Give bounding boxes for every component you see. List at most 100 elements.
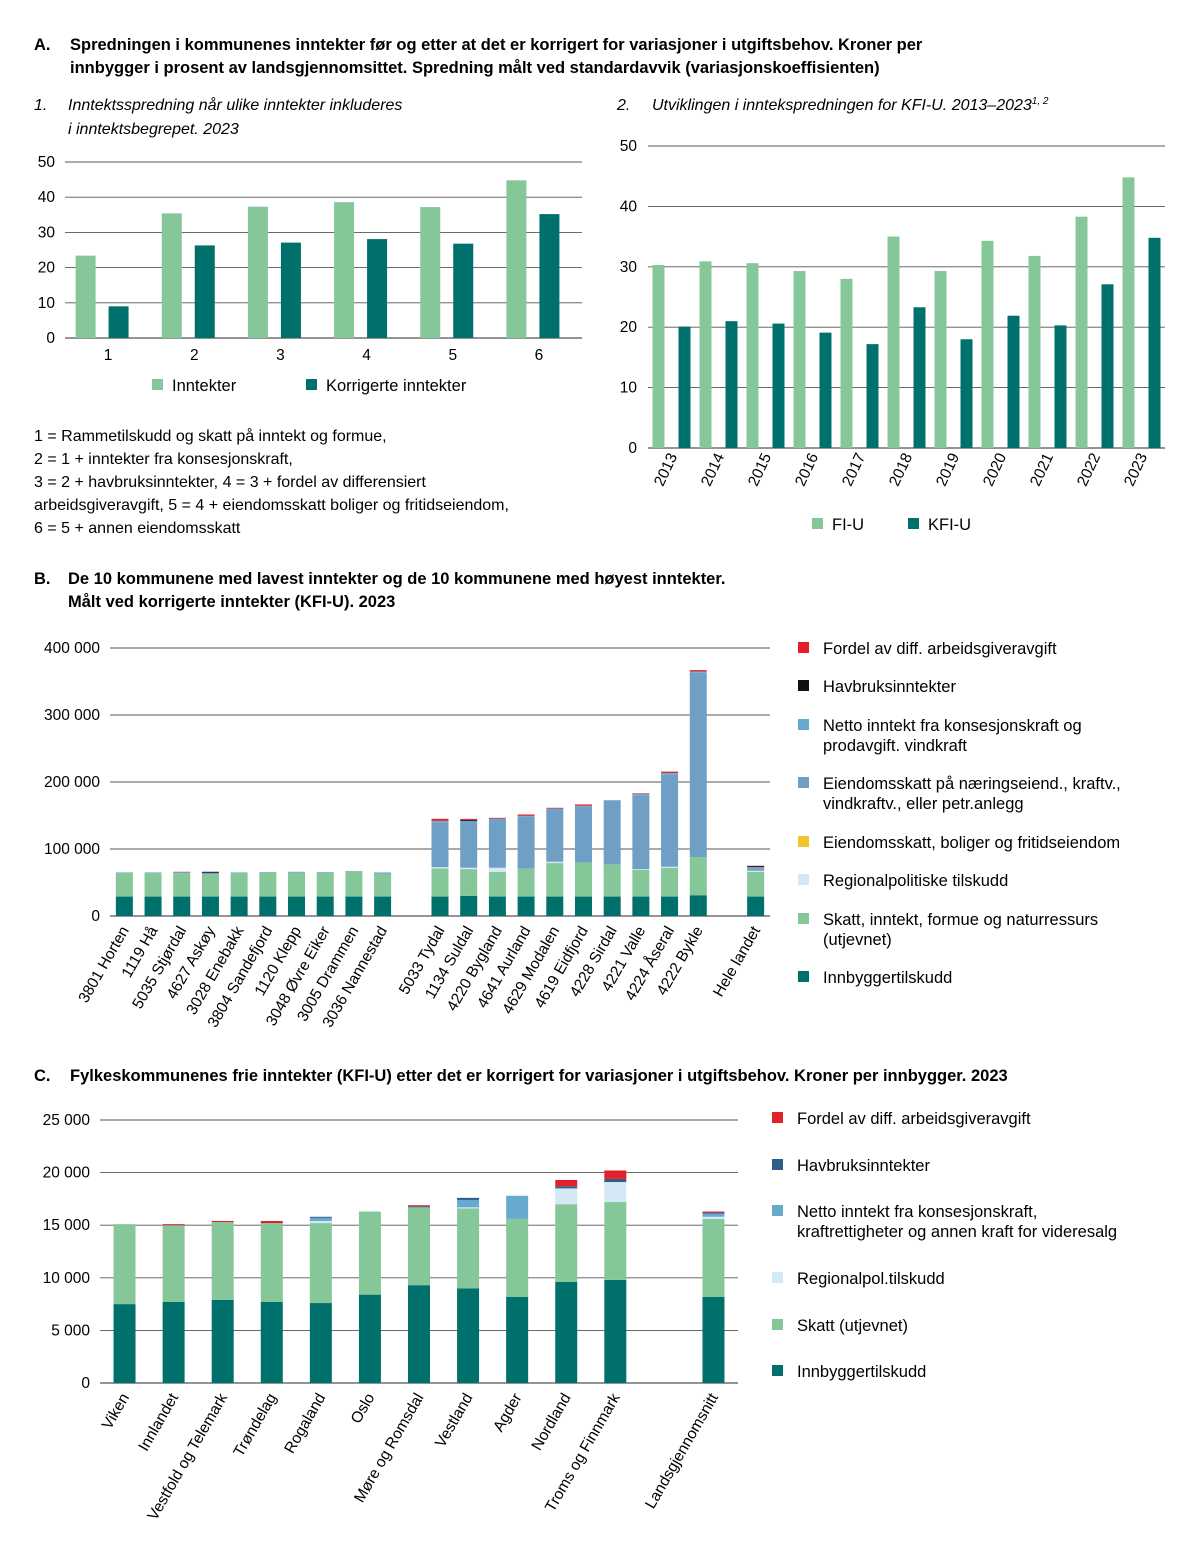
chart-a1-bar-inntekter-3 xyxy=(247,206,268,338)
chart-c-bar-fordel-av-diff-arbeidsgiveravgift-møre-og-romsdal xyxy=(408,1205,430,1207)
chart-a1-x-tick-2: 3 xyxy=(276,347,285,364)
chart-a2: 0 10 20 30 40 50 2013 2014 2015 2016 2017 2018 2019 2… xyxy=(620,138,1165,534)
chart-b-bar-regionalpolitiske-tilskudd-4220-bygland xyxy=(488,867,506,872)
chart-c-bar-skatt-utjevnet-trøndelag xyxy=(260,1223,283,1302)
chart-a2-bar-kfi-u-2023 xyxy=(1148,237,1161,448)
chart-b-bar-netto-inntekt-fra-konsesjonskraft-og-prodavgift-vindkraft-hele-landet xyxy=(747,867,765,869)
chart-a1-title-line2: i inntektsbegrepet. 2023 xyxy=(68,121,239,138)
chart-a2-y-tick-3: 30 xyxy=(620,259,638,276)
chart-b-bar-skatt-inntekt-formue-og-naturressurs-utjevnet-4641-aurland xyxy=(517,868,535,897)
chart-b-bar-eiendomsskatt-på-næringseiend-kraftv-vindkraftv-eller-petr-anlegg-4627-askøy xyxy=(201,872,219,875)
chart-b-bar-eiendomsskatt-på-næringseiend-kraftv-vindkraftv-eller-petr-anlegg-4220-bygland xyxy=(488,819,506,868)
chart-b-bar-innbyggertilskudd-1119-hå xyxy=(144,896,162,916)
chart-a1-y-tick-0: 0 xyxy=(46,330,55,347)
chart-c-bar-skatt-utjevnet-troms-og-finnmark xyxy=(604,1202,627,1280)
chart-a2-x-tick-9: 2022 xyxy=(1074,451,1104,489)
chart-b-bar-innbyggertilskudd-4221-valle xyxy=(632,896,650,916)
chart-a1-legend-label-korrigerte-inntekter: Korrigerte inntekter xyxy=(326,377,467,395)
chart-b-y-tick-0: 0 xyxy=(91,908,100,925)
chart-c-legend-swatch-netto-inntekt-fra-konsesjonskraft-kraftrettigheter-og-annen-kraft-for-videresalg xyxy=(772,1205,783,1216)
chart-c-bar-fordel-av-diff-arbeidsgiveravgift-vestfold-og-telemark xyxy=(211,1220,234,1223)
chart-b-legend-label-netto-inntekt-fra-konsesjonskraft-og-prodavgift-vindkraft: Netto inntekt fra konsesjonskraft og prod… xyxy=(823,717,1082,755)
chart-b-bar-eiendomsskatt-på-næringseiend-kraftv-vindkraftv-eller-petr-anlegg-4221-valle xyxy=(632,795,650,870)
chart-a1-y-tick-1: 10 xyxy=(38,295,56,312)
chart-a2-bar-kfi-u-2022 xyxy=(1101,284,1114,448)
chart-b-legend-label-eiendomsskatt-på-næringseiend-kraftv-vindkraftv-eller-petr-anlegg: Eiendomsskatt på næringseiend., kraftv.,… xyxy=(823,775,1121,813)
chart-b-legend-swatch-fordel-av-diff-arbeidsgiveravgift xyxy=(798,642,809,653)
chart-b-bar-skatt-inntekt-formue-og-naturressurs-utjevnet-3048-øvre-eiker xyxy=(316,872,334,897)
chart-c-legend-label-netto-inntekt-fra-konsesjonskraft-kraftrettigheter-og-annen-kraft-for-videresalg: Netto inntekt fra konsesjonskraft, kraftr… xyxy=(797,1203,1117,1241)
chart-a1-x-tick-5: 6 xyxy=(535,347,544,364)
chart-b-bar-fordel-av-diff-arbeidsgiveravgift-4221-valle xyxy=(632,793,650,795)
chart-c-legend-label-havbruksinntekter: Havbruksinntekter xyxy=(797,1157,930,1175)
chart-b-bar-regionalpolitiske-tilskudd-hele-landet xyxy=(747,870,765,872)
chart-c-bar-netto-inntekt-fra-konsesjonskraft-kraftrettigheter-og-annen-kraft-for-videresalg-landsgjennomsnitt xyxy=(702,1213,725,1217)
chart-b-bar-innbyggertilskudd-4641-aurland xyxy=(517,896,535,916)
chart-a2-bar-fi-u-2023 xyxy=(1122,177,1135,448)
legend-line: prodavgift. vindkraft xyxy=(823,737,967,755)
chart-b-bar-innbyggertilskudd-3048-øvre-eiker xyxy=(316,896,334,916)
chart-b-bar-innbyggertilskudd-4224-åseral xyxy=(661,896,679,916)
chart-c-bar-regionalpol-tilskudd-troms-og-finnmark xyxy=(604,1182,627,1203)
chart-b-legend-swatch-havbruksinntekter xyxy=(798,680,809,691)
panel-a-letter: A. xyxy=(34,36,51,54)
legend-line: Eiendomsskatt på næringseiend., kraftv., xyxy=(823,775,1121,793)
chart-b-bar-innbyggertilskudd-4228-sirdal xyxy=(603,896,621,916)
chart-c-bar-innbyggertilskudd-troms-og-finnmark xyxy=(604,1279,627,1383)
chart-a2-number: 2. xyxy=(616,97,630,114)
chart-b-bar-skatt-inntekt-formue-og-naturressurs-utjevnet-1120-klepp xyxy=(288,872,306,897)
chart-a2-x-tick-4: 2017 xyxy=(839,451,869,489)
chart-c-legend-label-regionalpol-tilskudd: Regionalpol.tilskudd xyxy=(797,1270,945,1288)
legend-line: (utjevnet) xyxy=(823,931,892,949)
chart-b-bar-skatt-inntekt-formue-og-naturressurs-utjevnet-4221-valle xyxy=(632,869,650,897)
chart-a2-bar-fi-u-2022 xyxy=(1075,216,1088,448)
chart-c-legend-swatch-regionalpol-tilskudd xyxy=(772,1272,783,1283)
chart-b-bar-eiendomsskatt-på-næringseiend-kraftv-vindkraftv-eller-petr-anlegg-1120-klepp xyxy=(288,871,306,873)
panel-a-note-5: 6 = 5 + annen eiendomsskatt xyxy=(34,520,241,537)
chart-b-legend-label-havbruksinntekter: Havbruksinntekter xyxy=(823,678,956,696)
chart-c-bar-netto-inntekt-fra-konsesjonskraft-kraftrettigheter-og-annen-kraft-for-videresalg-rogaland xyxy=(309,1217,332,1221)
chart-b-bar-skatt-inntekt-formue-og-naturressurs-utjevnet-3801-horten xyxy=(115,873,133,897)
chart-b-legend-label-skatt-inntekt-formue-og-naturressurs-utjevnet: Skatt, inntekt, formue og naturressurs (u… xyxy=(823,911,1098,949)
chart-c-legend-label-fordel-av-diff-arbeidsgiveravgift: Fordel av diff. arbeidsgiveravgift xyxy=(797,1110,1031,1128)
chart-c-x-tick-5: Oslo xyxy=(348,1391,379,1427)
chart-a2-x-tick-0: 2013 xyxy=(651,451,681,489)
chart-c-x-tick-8: Agder xyxy=(490,1391,525,1435)
chart-b-legend-swatch-netto-inntekt-fra-konsesjonskraft-og-prodavgift-vindkraft xyxy=(798,719,809,730)
chart-a2-x-tick-8: 2021 xyxy=(1027,451,1057,489)
chart-a1-number: 1. xyxy=(34,97,47,114)
chart-b-bar-eiendomsskatt-på-næringseiend-kraftv-vindkraftv-eller-petr-anlegg-3005-drammen xyxy=(345,871,363,872)
chart-a2-title-sup: 1, 2 xyxy=(1032,96,1049,107)
chart-b-bar-skatt-inntekt-formue-og-naturressurs-utjevnet-4224-åseral xyxy=(661,867,679,897)
chart-c-bar-skatt-utjevnet-vestland xyxy=(457,1208,480,1289)
chart-b-bar-netto-inntekt-fra-konsesjonskraft-og-prodavgift-vindkraft-4221-valle xyxy=(632,794,650,796)
chart-b-bar-skatt-inntekt-formue-og-naturressurs-utjevnet-4220-bygland xyxy=(488,871,506,897)
chart-c-bar-skatt-utjevnet-møre-og-romsdal xyxy=(408,1207,430,1286)
chart-b-bar-eiendomsskatt-på-næringseiend-kraftv-vindkraftv-eller-petr-anlegg-3028-enebakk xyxy=(230,872,248,874)
chart-c-bar-skatt-utjevnet-rogaland xyxy=(309,1223,332,1304)
chart-a2-bar-fi-u-2014 xyxy=(699,261,712,448)
chart-b-bar-innbyggertilskudd-5033-tydal xyxy=(431,896,449,916)
chart-a2-x-tick-2: 2015 xyxy=(745,451,775,489)
chart-b-bar-fordel-av-diff-arbeidsgiveravgift-4619-eidfjord xyxy=(574,804,592,806)
chart-b-bar-netto-inntekt-fra-konsesjonskraft-og-prodavgift-vindkraft-4641-aurland xyxy=(517,815,535,817)
chart-c-legend-swatch-innbyggertilskudd xyxy=(772,1365,783,1376)
panel-c-title: Fylkeskommunenes frie inntekter (KFI-U) … xyxy=(70,1067,1008,1085)
chart-b-bar-eiendomsskatt-på-næringseiend-kraftv-vindkraftv-eller-petr-anlegg-4619-eidfjord xyxy=(574,806,592,863)
chart-a1-bar-korrigerte-inntekter-5 xyxy=(453,243,474,338)
chart-b-bar-eiendomsskatt-på-næringseiend-kraftv-vindkraftv-eller-petr-anlegg-4629-modalen xyxy=(546,809,564,862)
chart-c: 0 5 000 10 000 15 000 20 000 25 000 Viken Innla… xyxy=(43,1110,1118,1523)
chart-b-bar-netto-inntekt-fra-konsesjonskraft-og-prodavgift-vindkraft-4619-eidfjord xyxy=(574,805,592,807)
chart-a2-legend-swatch-kfi-u xyxy=(908,518,919,529)
panel-a-note-2: 2 = 1 + inntekter fra konsesjonskraft, xyxy=(34,451,293,468)
chart-b-legend-label-innbyggertilskudd: Innbyggertilskudd xyxy=(823,969,952,987)
panel-c-letter: C. xyxy=(34,1067,51,1085)
chart-b-bar-innbyggertilskudd-4627-askøy xyxy=(201,896,219,916)
chart-b-legend-swatch-eiendomsskatt-på-næringseiend-kraftv-vindkraftv-eller-petr-anlegg xyxy=(798,777,809,788)
chart-a2-bar-kfi-u-2013 xyxy=(678,326,691,448)
chart-c-y-tick-2: 10 000 xyxy=(43,1270,91,1287)
panel-b-title-line1: De 10 kommunene med lavest inntekter og … xyxy=(68,570,725,588)
chart-b-bar-innbyggertilskudd-3801-horten xyxy=(115,896,133,916)
chart-b-y-tick-3: 300 000 xyxy=(44,707,100,724)
chart-a2-x-tick-10: 2023 xyxy=(1121,451,1151,489)
